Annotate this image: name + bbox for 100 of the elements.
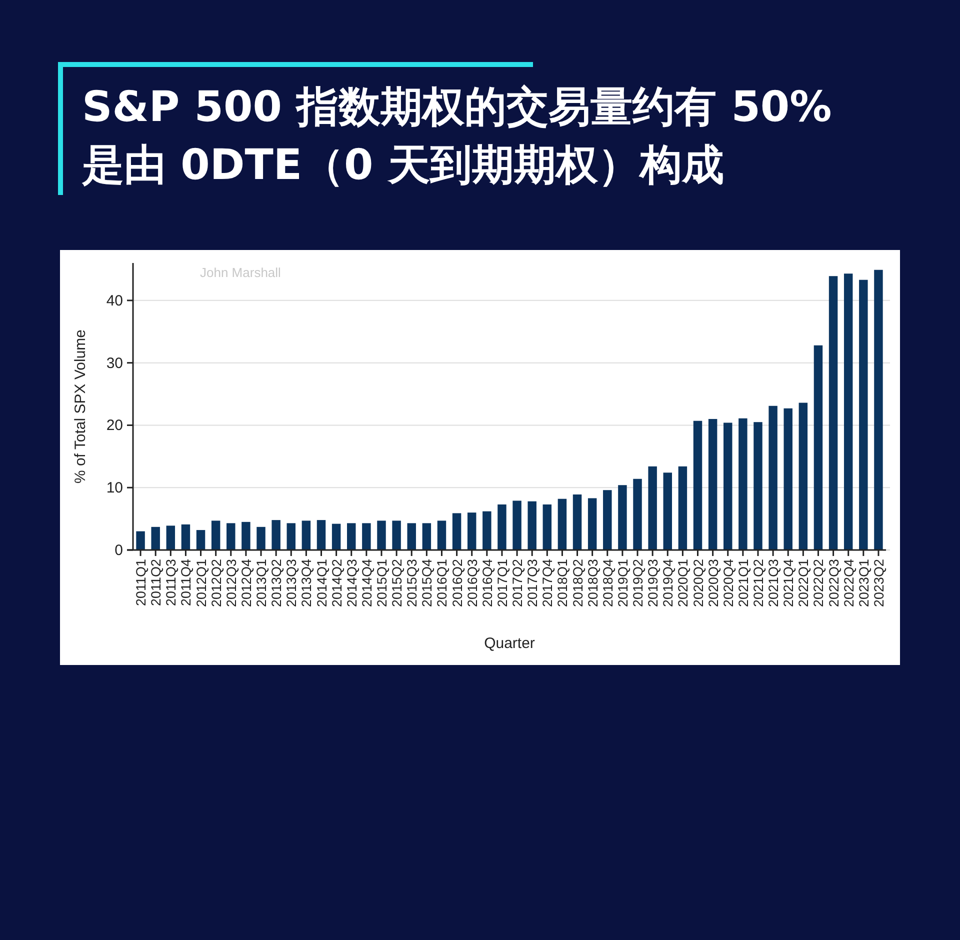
x-tick-label: 2019Q2 xyxy=(630,559,646,608)
bar xyxy=(498,504,506,550)
bar xyxy=(136,531,145,550)
x-tick-label: 2012Q1 xyxy=(194,559,209,608)
bar xyxy=(256,526,266,550)
bar xyxy=(738,418,748,550)
x-tick-label: 2017Q2 xyxy=(510,559,526,608)
x-tick-label: 2013Q1 xyxy=(254,559,270,608)
y-axis-title: % of Total SPX Volume xyxy=(72,330,89,484)
x-tick-label: 2020Q2 xyxy=(690,559,706,608)
y-tick-label: 30 xyxy=(106,354,123,372)
bar xyxy=(648,466,657,550)
y-tick-label: 40 xyxy=(106,292,123,310)
y-tick-label: 0 xyxy=(114,542,123,559)
x-tick-label: 2022Q1 xyxy=(796,559,812,608)
x-tick-label: 2013Q4 xyxy=(299,558,314,608)
bar xyxy=(618,485,627,550)
bar xyxy=(784,408,792,550)
x-axis-title: Quarter xyxy=(484,635,535,652)
bar xyxy=(347,523,356,550)
bar xyxy=(226,523,236,550)
x-tick-label: 2012Q4 xyxy=(238,558,254,608)
x-tick-label: 2019Q3 xyxy=(646,559,661,608)
x-tick-label: 2017Q1 xyxy=(494,559,510,608)
bar xyxy=(302,520,311,550)
x-tick-label: 2019Q1 xyxy=(615,559,630,608)
bar xyxy=(512,500,522,550)
bar xyxy=(467,512,476,550)
bar xyxy=(572,494,582,550)
bar xyxy=(724,422,732,550)
bar xyxy=(678,466,688,550)
bar xyxy=(844,274,853,550)
x-tick-label: 2016Q1 xyxy=(434,559,450,608)
x-tick-label: 2011Q2 xyxy=(148,559,164,606)
bar xyxy=(407,523,416,550)
x-tick-label: 2022Q2 xyxy=(811,559,826,608)
bar xyxy=(798,402,808,550)
x-tick-label: 2017Q4 xyxy=(540,558,556,608)
bar xyxy=(151,526,160,550)
bar xyxy=(286,523,296,550)
bar xyxy=(542,504,552,550)
bar xyxy=(166,526,176,550)
x-tick-label: 2015Q4 xyxy=(420,558,435,608)
bar xyxy=(693,420,702,550)
bar xyxy=(452,513,462,550)
x-tick-label: 2021Q2 xyxy=(750,559,766,608)
bar xyxy=(482,511,492,550)
x-tick-label: 2017Q3 xyxy=(525,559,540,608)
x-tick-label: 2018Q2 xyxy=(570,559,586,608)
bar xyxy=(422,523,432,550)
x-tick-label: 2014Q1 xyxy=(314,559,330,608)
bar xyxy=(558,498,567,550)
bar xyxy=(874,270,883,550)
x-tick-label: 2013Q2 xyxy=(269,559,284,608)
bar xyxy=(754,422,762,550)
bar xyxy=(196,530,206,550)
bar xyxy=(211,520,220,550)
bar xyxy=(588,498,597,550)
x-tick-label: 2016Q4 xyxy=(480,558,495,608)
bar xyxy=(708,418,718,550)
y-tick-label: 20 xyxy=(106,417,123,434)
x-tick-label: 2021Q3 xyxy=(766,559,782,608)
bar xyxy=(332,524,341,550)
bar xyxy=(663,472,672,550)
bar xyxy=(437,520,446,550)
x-tick-label: 2012Q3 xyxy=(224,559,239,608)
x-tick-label: 2020Q4 xyxy=(720,558,736,608)
x-tick-label: 2022Q4 xyxy=(841,558,856,608)
x-tick-label: 2014Q3 xyxy=(344,559,360,608)
x-tick-label: 2018Q4 xyxy=(600,558,616,608)
bar xyxy=(272,520,280,550)
bar xyxy=(528,501,536,550)
bar xyxy=(633,478,642,550)
x-tick-label: 2018Q3 xyxy=(585,559,600,608)
y-tick-label: 10 xyxy=(106,480,123,497)
x-tick-label: 2012Q2 xyxy=(208,559,224,608)
x-tick-label: 2015Q1 xyxy=(374,559,390,608)
x-tick-label: 2011Q1 xyxy=(134,559,149,606)
x-tick-label: 2013Q3 xyxy=(284,559,300,608)
bar xyxy=(377,520,386,550)
x-tick-label: 2020Q1 xyxy=(676,559,691,608)
x-tick-label: 2014Q2 xyxy=(329,559,344,608)
bar xyxy=(242,522,250,550)
bar xyxy=(814,345,823,550)
x-tick-label: 2011Q3 xyxy=(164,559,179,606)
bar xyxy=(828,276,838,550)
bar xyxy=(362,523,371,550)
x-tick-label: 2011Q4 xyxy=(178,558,194,606)
x-tick-label: 2023Q1 xyxy=(856,559,872,608)
x-tick-label: 2016Q2 xyxy=(450,559,465,608)
x-tick-label: 2023Q2 xyxy=(871,559,886,608)
x-tick-label: 2022Q3 xyxy=(826,559,842,608)
chart-title: S&P 500 指数期权的交易量约有 50% 是由 0DTE（0 天到期期权）构成 xyxy=(82,81,833,191)
bar xyxy=(392,520,401,550)
x-tick-label: 2021Q4 xyxy=(781,558,796,608)
x-tick-label: 2020Q3 xyxy=(706,559,721,608)
x-tick-label: 2019Q4 xyxy=(660,558,676,608)
bar xyxy=(768,406,778,550)
x-tick-label: 2021Q1 xyxy=(736,559,751,608)
bar xyxy=(603,490,612,550)
